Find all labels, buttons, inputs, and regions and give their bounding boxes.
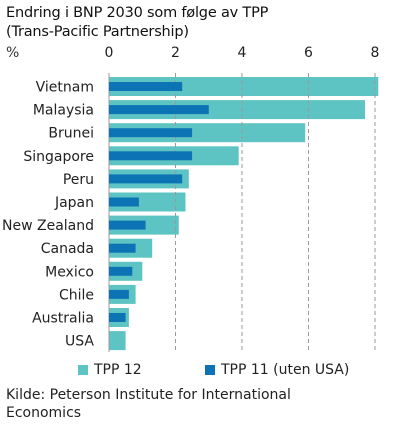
legend-item-tpp11: TPP 11 (uten USA) bbox=[205, 362, 349, 378]
category-label: Australia bbox=[32, 311, 94, 327]
category-label: Vietnam bbox=[36, 80, 94, 96]
bar-tpp11 bbox=[109, 220, 146, 230]
bar-tpp11 bbox=[109, 289, 129, 299]
category-label: Brunei bbox=[48, 126, 94, 142]
category-label: Malaysia bbox=[33, 103, 94, 119]
category-label: Japan bbox=[54, 195, 94, 211]
bar-tpp11 bbox=[109, 105, 209, 115]
x-tick-label: 0 bbox=[105, 45, 114, 61]
legend-label-tpp11: TPP 11 (uten USA) bbox=[221, 362, 350, 378]
bar-tpp12 bbox=[109, 192, 186, 212]
chart-title-line-1: Endring i BNP 2030 som følge av TPP bbox=[6, 5, 269, 21]
unit-label: % bbox=[6, 45, 20, 61]
legend-swatch-tpp11 bbox=[205, 365, 215, 375]
category-label: Singapore bbox=[23, 149, 94, 165]
category-label: New Zealand bbox=[2, 218, 94, 234]
bar-tpp11 bbox=[109, 174, 183, 184]
legend-label-tpp12: TPP 12 bbox=[94, 362, 142, 378]
legend-swatch-tpp12 bbox=[78, 365, 88, 375]
bar-chart: 0 2 4 6 8 Vietnam Malaysia Brunei Singapore Peru J… bbox=[2, 45, 380, 352]
source-note: Kilde: Peterson Institute for Internatio… bbox=[6, 387, 291, 421]
category-label: Mexico bbox=[45, 264, 94, 280]
x-tick-label: 4 bbox=[238, 45, 247, 61]
x-tick-label: 8 bbox=[371, 45, 380, 61]
bar-tpp11 bbox=[109, 151, 193, 161]
legend: TPP 12 TPP 11 (uten USA) bbox=[0, 362, 414, 382]
x-tick-label: 2 bbox=[171, 45, 180, 61]
bar-tpp11 bbox=[109, 128, 193, 138]
bar-tpp11 bbox=[109, 82, 183, 91]
chart-title-line-2: (Trans-Pacific Partnership) bbox=[6, 24, 189, 40]
bar-tpp11 bbox=[109, 266, 133, 276]
bar-tpp12 bbox=[109, 123, 306, 143]
bar-tpp11 bbox=[109, 197, 139, 207]
legend-item-tpp12: TPP 12 bbox=[78, 362, 142, 378]
x-tick-label: 6 bbox=[304, 45, 313, 61]
category-label: Chile bbox=[59, 287, 94, 303]
category-label: Peru bbox=[63, 172, 94, 188]
bar-tpp12 bbox=[109, 100, 365, 120]
category-label: USA bbox=[65, 334, 94, 350]
chart-title: Endring i BNP 2030 som følge av TPP (Tra… bbox=[6, 4, 268, 42]
bar-tpp11 bbox=[109, 243, 136, 253]
bar-tpp12 bbox=[109, 77, 379, 96]
bar-tpp12 bbox=[109, 331, 126, 351]
bar-tpp11 bbox=[109, 313, 126, 322]
category-label: Canada bbox=[41, 241, 94, 257]
